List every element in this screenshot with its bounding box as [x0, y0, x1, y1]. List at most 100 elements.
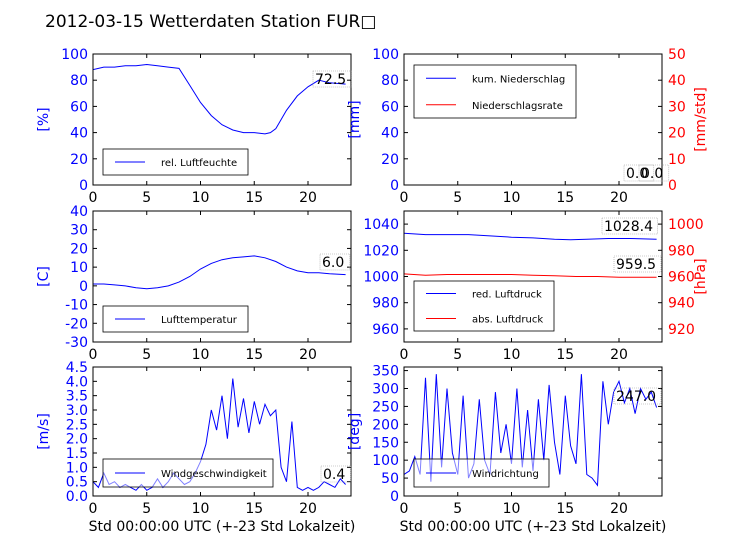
x-tick-label: 5 [142, 190, 151, 206]
y2-tick-label: 940 [668, 296, 695, 312]
legend-label: abs. Luftdruck [472, 315, 543, 326]
series-line-1 [404, 232, 657, 241]
y2-tick-label: 20 [668, 126, 686, 142]
legend: Windrichtung [413, 458, 550, 488]
y-tick-label: 20 [70, 152, 88, 168]
value-annotation: 1028.4 [604, 219, 653, 235]
y-tick-label: 20 [70, 241, 88, 257]
legend: Windgeschwindigkeit [102, 458, 274, 488]
value-annotation-2-box [613, 255, 662, 273]
legend-box [102, 458, 274, 488]
y-tick-label: 1040 [363, 217, 399, 233]
y2-tick-label: 960 [668, 270, 695, 286]
x-tick-label: 10 [503, 501, 521, 517]
panel-6: 0 5 10 15 20050100150200250300350[deg]Windri… [347, 364, 663, 517]
x-tick-label: 20 [610, 190, 628, 206]
x-tick-label: 0 [89, 347, 98, 363]
y-tick-label: 3.0 [66, 403, 88, 419]
legend: kum. Niederschlag Niederschlagsrate [413, 64, 577, 119]
x-axis-label-left: Std 00:00:00 UTC (+-23 Std Lokalzeit) [89, 519, 356, 535]
x-tick-label: 20 [610, 501, 628, 517]
legend-label: Windrichtung [472, 469, 539, 480]
y-tick-label: 40 [70, 126, 88, 142]
y2-tick-label: 920 [668, 322, 695, 338]
y-tick-label: 100 [61, 47, 88, 63]
y2-tick-label: 980 [668, 243, 695, 259]
panel-4: 0 5 10 15 20 960 980 1000 1020 1040 920 940 960 980 10… [363, 210, 709, 363]
y-tick-label: 80 [381, 73, 399, 89]
legend-box [413, 280, 555, 332]
x-tick-label: 15 [556, 190, 574, 206]
x-tick-label: 20 [610, 347, 628, 363]
value-annotation: 247.0 [616, 389, 656, 405]
y-tick-label: 200 [372, 417, 399, 433]
x-tick-label: 0 [89, 190, 98, 206]
legend-label: Niederschlagsrate [472, 101, 563, 112]
x-tick-label: 5 [142, 347, 151, 363]
y-tick-label: 1.0 [66, 460, 88, 476]
value-annotation-2: 959.5 [616, 257, 656, 273]
legend-label: kum. Niederschlag [472, 74, 565, 85]
y-tick-label: 350 [372, 364, 399, 380]
x-tick-label: 0 [400, 501, 409, 517]
y-axis-label: [m/s] [36, 413, 52, 450]
x-tick-label: 0 [89, 501, 98, 517]
y-tick-label: 0.0 [66, 489, 88, 505]
panel-3: 0 5 10 15 20 -30 -20 -10 0 10 20 30 40 [C] Lufttempera… [36, 204, 352, 363]
y2-tick-label: 0 [668, 178, 677, 194]
y-axis-label: [%] [36, 107, 52, 131]
x-tick-label: 15 [245, 501, 263, 517]
y-axis-label: [mm] [347, 100, 363, 138]
legend-label: rel. Luftfeuchte [161, 158, 237, 169]
x-tick-label: 5 [142, 501, 151, 517]
value-annotation: 0.4 [323, 467, 345, 483]
legend-box [413, 64, 577, 119]
y-tick-label: 2.0 [66, 432, 88, 448]
y-tick-label: 2.5 [66, 417, 88, 433]
value-annotation: 6.0 [322, 255, 344, 271]
legend-label: red. Luftdruck [472, 290, 542, 301]
legend-label: Lufttemperatur [161, 315, 238, 326]
value-annotation-box [613, 387, 662, 405]
y-tick-label: 0 [79, 178, 88, 194]
x-tick-label: 20 [299, 190, 317, 206]
plot-frame [403, 366, 663, 497]
x-axis-label-right: Std 00:00:00 UTC (+-23 Std Lokalzeit) [400, 519, 667, 535]
y-tick-label: 20 [381, 152, 399, 168]
value-annotation-2: 0.0 [626, 166, 648, 182]
legend: Lufttemperatur [102, 305, 249, 333]
value-annotation-box [319, 253, 351, 271]
y2-tick-label: 50 [668, 47, 686, 63]
x-tick-label: 5 [453, 501, 462, 517]
y2-tick-label: 10 [668, 152, 686, 168]
y-tick-label: 150 [372, 435, 399, 451]
legend: red. Luftdruck abs. Luftdruck [413, 280, 555, 332]
y-tick-label: 40 [70, 204, 88, 220]
series-line-1 [93, 378, 346, 491]
y-tick-label: 1020 [363, 243, 399, 259]
y2-tick-label: 30 [668, 99, 686, 115]
x-tick-label: 5 [453, 347, 462, 363]
plot-frame [92, 53, 352, 186]
panel-5: 0 5 10 15 20 0.00.51.01.52.02.53.03.54.04.5 [m… [36, 360, 352, 517]
x-tick-label: 15 [556, 347, 574, 363]
panel-2: 0 5 10 15 20 0 20 40 60 80 100 [mm] 0 10 20 30 40 50 [mm/s… [347, 47, 709, 206]
value-annotation: 0.0 [641, 166, 663, 182]
y-tick-label: -20 [65, 316, 88, 332]
y-tick-label: 0 [79, 279, 88, 295]
y-tick-label: 4.0 [66, 374, 88, 390]
x-tick-label: 10 [192, 501, 210, 517]
x-tick-label: 15 [245, 347, 263, 363]
y-tick-label: 4.5 [66, 360, 88, 376]
legend-label: Windgeschwindigkeit [161, 469, 267, 480]
y-tick-label: 0 [390, 489, 399, 505]
y-tick-label: 100 [372, 453, 399, 469]
y-tick-label: 0 [390, 178, 399, 194]
x-tick-label: 10 [503, 190, 521, 206]
series-line-1 [404, 374, 658, 487]
value-annotation-box [320, 465, 352, 483]
y-tick-label: 1000 [363, 270, 399, 286]
y-tick-label: 80 [70, 73, 88, 89]
y-tick-label: -30 [65, 335, 88, 351]
